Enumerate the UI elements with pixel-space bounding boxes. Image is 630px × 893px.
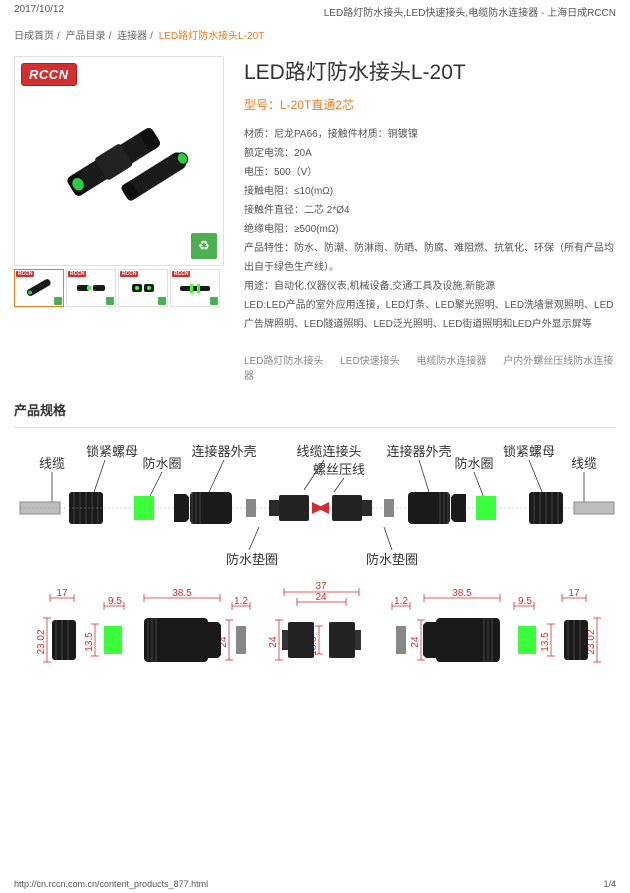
crumb-sep: / (150, 31, 153, 42)
svg-text:防水圈: 防水圈 (454, 456, 493, 471)
svg-text:防水圈: 防水圈 (142, 456, 181, 471)
tag-row: LED路灯防水接头 LED快速接头 电缆防水连接器 户内外螺丝压线防水连接器 (244, 352, 616, 382)
page-footer: http://cn.rccn.com.cn/content_products_8… (14, 879, 616, 889)
svg-text:23.02: 23.02 (36, 629, 47, 654)
svg-text:1.2: 1.2 (394, 596, 408, 607)
svg-text:13.5: 13.5 (84, 632, 95, 652)
product-title: LED路灯防水接头L-20T (244, 56, 616, 86)
thumbnail-row: RCCN RCCN RCCN RCCN (14, 269, 224, 307)
spec-current: 额定电流：20A (244, 144, 616, 163)
crumb-sep: / (109, 31, 112, 42)
spec-led: LED:LED产品的室外应用连接，LED灯条、LED聚光照明、LED洗墙景观照明… (244, 296, 616, 334)
eco-icon: ♻ (191, 233, 217, 259)
crumb-sep: / (57, 31, 60, 42)
spec-contact-res: 接触电阻：≤10(mΩ) (244, 182, 616, 201)
svg-text:38.5: 38.5 (452, 588, 472, 599)
thumb-2[interactable]: RCCN (66, 269, 116, 307)
exploded-diagram-svg: 线缆 锁紧螺母 防水圈 连接器外壳 线缆连接头 螺丝压线 连接器外壳 防水圈 锁… (14, 442, 616, 712)
spec-features: 产品特性：防水、防潮、防淋雨、防晒、防腐、难阻燃、抗氧化、环保（所有产品均出自于… (244, 239, 616, 277)
mini-eco-icon (210, 297, 218, 305)
mini-eco-icon (158, 297, 166, 305)
svg-text:防水垫圈: 防水垫圈 (226, 552, 278, 567)
connector-illustration (44, 86, 194, 236)
svg-text:24: 24 (410, 636, 421, 648)
svg-text:锁紧螺母: 锁紧螺母 (503, 444, 555, 459)
svg-text:9.5: 9.5 (108, 596, 122, 607)
footer-url: http://cn.rccn.com.cn/content_products_8… (14, 879, 208, 889)
svg-text:24: 24 (268, 636, 279, 648)
mini-eco-icon (54, 297, 62, 305)
print-date: 2017/10/12 (14, 4, 64, 19)
footer-page: 1/4 (603, 879, 616, 889)
svg-text:13.5: 13.5 (540, 632, 551, 652)
mini-logo: RCCN (120, 271, 138, 277)
spec-voltage: 电压：500（V） (244, 163, 616, 182)
svg-text:锁紧螺母: 锁紧螺母 (86, 444, 138, 459)
crumb-catalog[interactable]: 产品目录 (66, 31, 106, 42)
product-model: 型号：L-20T直通2芯 (244, 96, 616, 113)
mini-eco-icon (106, 297, 114, 305)
tag-item[interactable]: LED路灯防水接头 (244, 356, 323, 367)
svg-text:37: 37 (315, 581, 327, 592)
crumb-category[interactable]: 连接器 (117, 31, 147, 42)
crumb-current: LED路灯防水接头L-20T (159, 31, 265, 42)
svg-text:1.2: 1.2 (234, 596, 248, 607)
breadcrumb: 日成首页/ 产品目录/ 连接器/ LED路灯防水接头L-20T (0, 21, 630, 56)
svg-text:38.5: 38.5 (172, 588, 192, 599)
spec-material: 材质：尼龙PA66，接触件材质：铜镀镍 (244, 125, 616, 144)
rccn-logo: RCCN (21, 63, 77, 86)
spec-contact-dia: 接触件直径：二芯 2*Ø4 (244, 201, 616, 220)
svg-text:17: 17 (568, 588, 580, 599)
mini-logo: RCCN (172, 271, 190, 277)
svg-text:24: 24 (315, 592, 327, 603)
mini-logo: RCCN (16, 271, 34, 277)
thumb-3[interactable]: RCCN (118, 269, 168, 307)
svg-text:线缆连接头: 线缆连接头 (296, 444, 361, 459)
spec-usage: 用途：自动化,仪器仪表,机械设备,交通工具及设施,新能源 (244, 277, 616, 296)
svg-text:线缆: 线缆 (39, 456, 65, 471)
page-title: LED路灯防水接头,LED快速接头,电缆防水连接器 - 上海日成RCCN (324, 4, 616, 19)
spec-diagram: 线缆 锁紧螺母 防水圈 连接器外壳 线缆连接头 螺丝压线 连接器外壳 防水圈 锁… (14, 442, 616, 715)
thumb-1[interactable]: RCCN (14, 269, 64, 307)
section-title: 产品规格 (14, 382, 616, 428)
crumb-home[interactable]: 日成首页 (14, 31, 54, 42)
svg-text:9.5: 9.5 (518, 596, 532, 607)
svg-text:线缆: 线缆 (571, 456, 597, 471)
svg-text:连接器外壳: 连接器外壳 (191, 444, 256, 459)
mini-logo: RCCN (68, 271, 86, 277)
svg-text:连接器外壳: 连接器外壳 (386, 444, 451, 459)
product-main-image: RCCN ♻ (14, 56, 224, 266)
tag-item[interactable]: 电缆防水连接器 (416, 356, 486, 367)
page-header: 2017/10/12 LED路灯防水接头,LED快速接头,电缆防水连接器 - 上… (0, 0, 630, 21)
spec-insul-res: 绝缘电阻：≥500(mΩ) (244, 220, 616, 239)
tag-item[interactable]: LED快速接头 (340, 356, 399, 367)
thumb-4[interactable]: RCCN (170, 269, 220, 307)
svg-text:防水垫圈: 防水垫圈 (366, 552, 418, 567)
svg-text:17: 17 (56, 588, 68, 599)
